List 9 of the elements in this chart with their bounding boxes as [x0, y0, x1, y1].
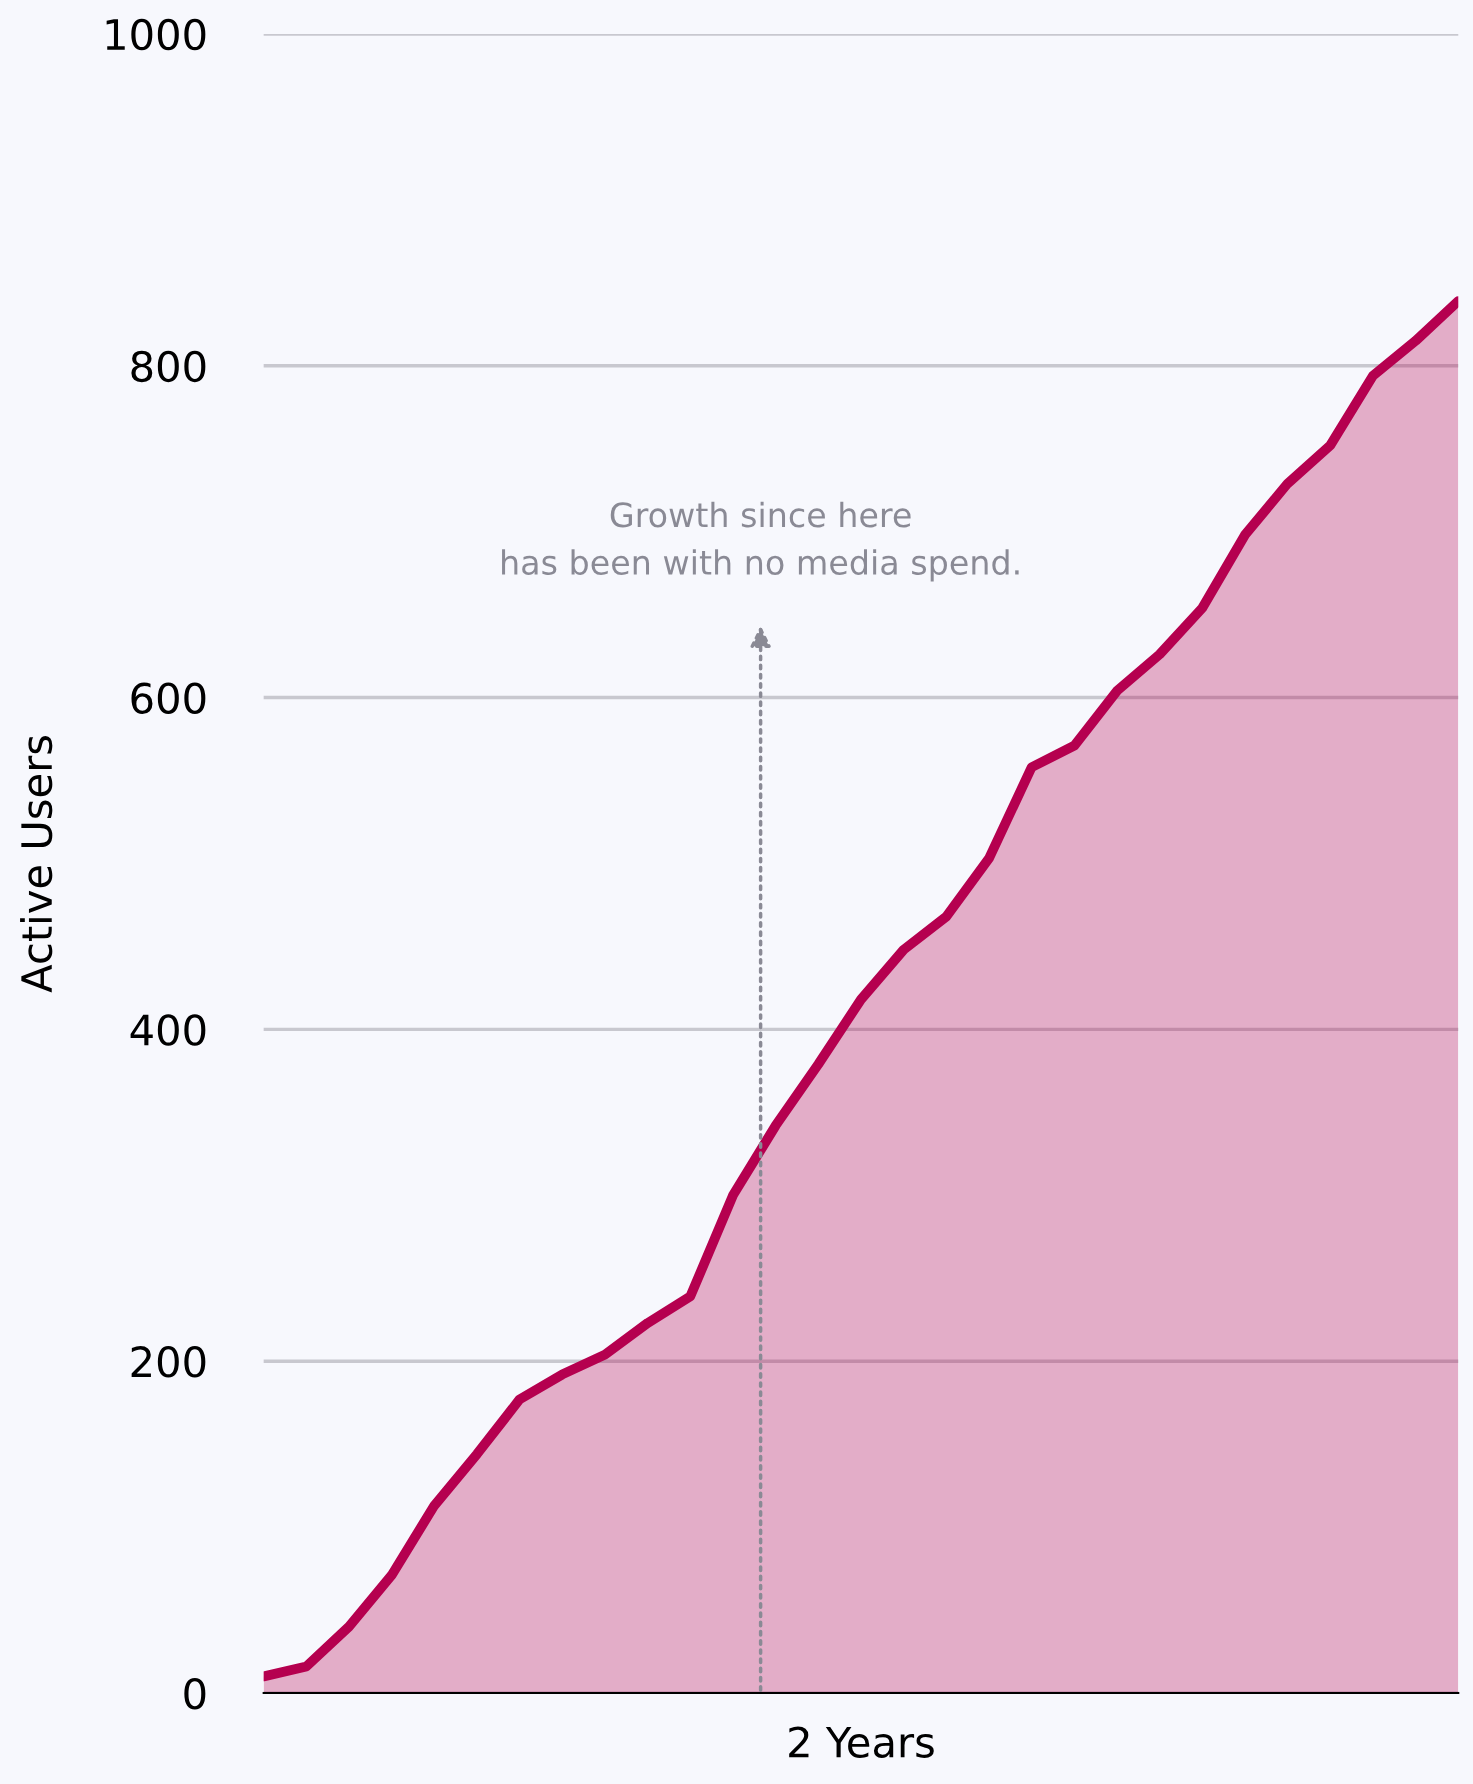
x-axis-title: 2 Years — [789, 1726, 934, 1758]
y-tick-label: 400 — [130, 1014, 206, 1046]
y-tick-label: 200 — [131, 1346, 206, 1378]
y-tick-label: 600 — [131, 682, 206, 714]
y-tick-label: 0 — [184, 1677, 206, 1710]
y-tick-label: 1000 — [106, 18, 206, 51]
annotation: Growth since here has been with no media spend. — [502, 501, 1019, 582]
y-axis-title: Active Users — [20, 736, 53, 993]
y-tick-label: 800 — [131, 350, 206, 383]
